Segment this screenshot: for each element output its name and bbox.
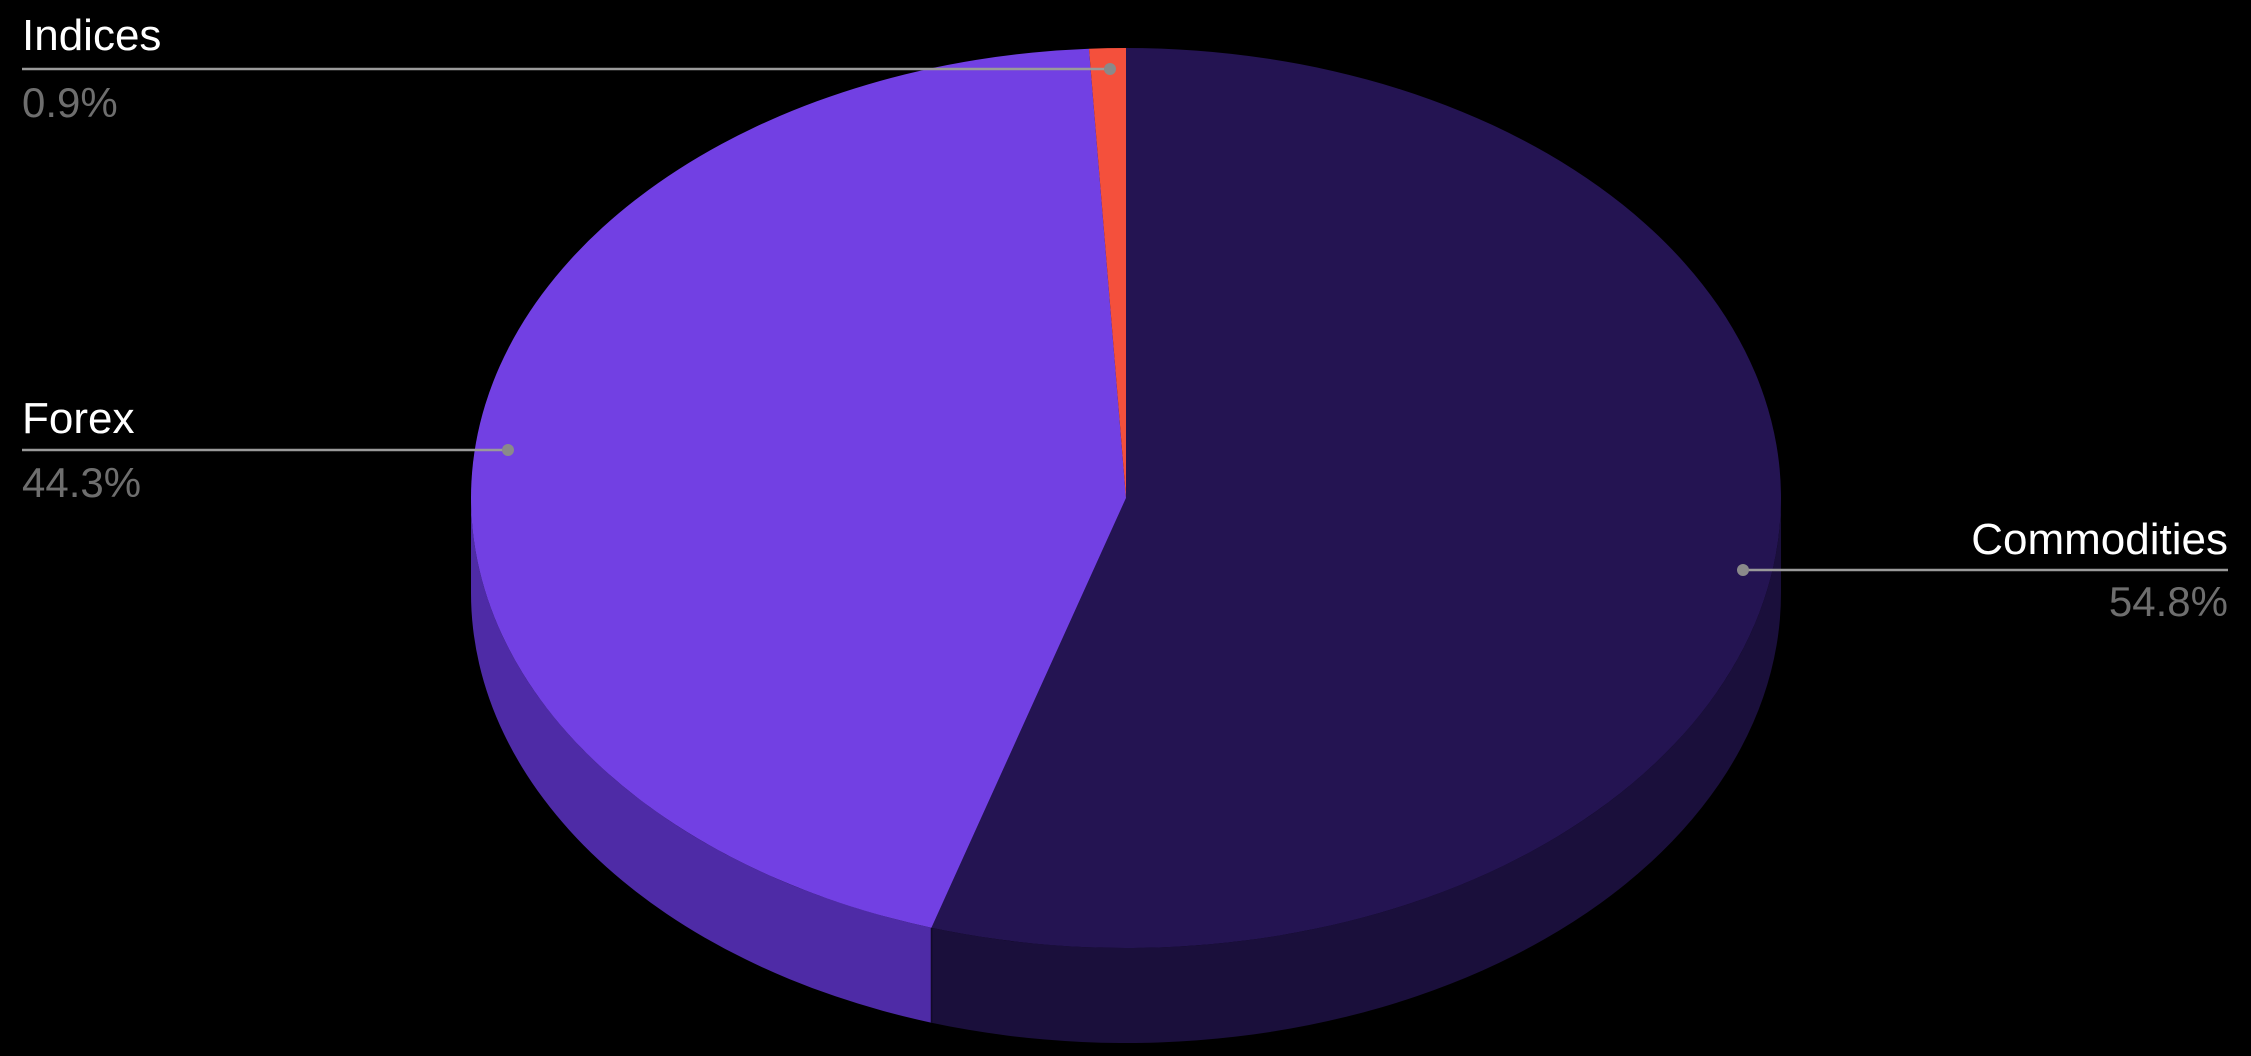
slice-label-indices: Indices <box>22 11 161 60</box>
leader-dot-commodities <box>1737 564 1749 576</box>
pie-side-forex <box>471 498 932 1023</box>
pie-slice-forex <box>471 48 1126 928</box>
pie-slice-commodities <box>931 48 1781 948</box>
slice-label-forex: Forex <box>22 394 134 443</box>
slice-value-forex: 44.3% <box>22 459 141 506</box>
pie-slice-indices <box>1088 48 1126 498</box>
slice-label-commodities: Commodities <box>1971 515 2228 564</box>
leader-dot-forex <box>502 444 514 456</box>
slice-value-indices: 0.9% <box>22 79 118 126</box>
pie-slices-group <box>471 48 1781 948</box>
slice-value-commodities: 54.8% <box>2109 578 2228 625</box>
pie-depth-group <box>471 498 1781 1044</box>
pie-side-commodities <box>931 498 1781 1044</box>
leader-dot-indices <box>1104 63 1116 75</box>
pie-labels-group: Commodities 54.8% Forex 44.3% Indices 0.9% <box>22 11 2228 625</box>
